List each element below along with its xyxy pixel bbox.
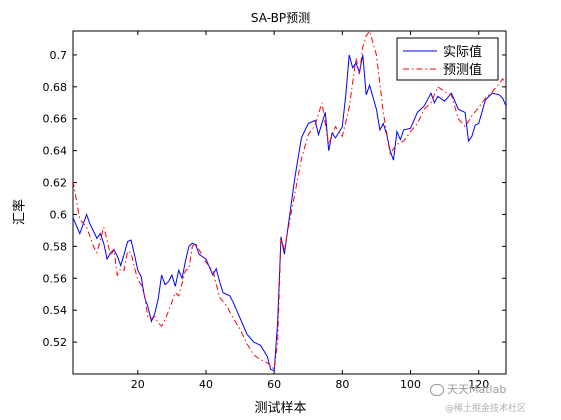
x-axis-label: 测试样本 [254,401,307,416]
x-tick-label: 20 [131,378,145,391]
x-tick-label: 80 [335,378,349,391]
watermark: 天天Matlab [430,381,506,397]
plot-area: 20 40 60 80 100 120 0.52 0.54 0.56 0.58 0.6 0.62 0.6… [43,30,507,391]
y-tick-label: 0.54 [43,304,68,317]
y-tick-label: 0.7 [50,49,68,62]
legend-label: 预测值 [443,62,482,78]
legend-label: 实际值 [443,44,482,60]
y-tick-label: 0.56 [43,272,68,285]
y-tick-label: 0.58 [43,240,68,253]
y-tick-label: 0.62 [43,177,68,190]
x-tick-label: 100 [400,378,421,391]
watermark-line2: @稀土掘金技术社区 [445,404,527,414]
y-tick-label: 0.66 [43,113,68,126]
chart-title: SA-BP预测 [250,11,311,25]
series-line-actual [73,54,506,372]
y-tick-label: 0.68 [43,81,68,94]
wechat-icon [430,384,444,396]
y-axis-label: 汇率 [12,198,28,226]
y-tick-label: 0.52 [43,336,68,349]
watermark-line1: 天天Matlab [447,383,507,396]
legend-box [396,37,499,81]
x-tick-label: 40 [199,378,213,391]
x-tick-label: 60 [267,378,281,391]
series-line-predicted [73,31,506,371]
y-tick-label: 0.6 [50,208,68,221]
x-tick-label: 120 [468,378,489,391]
plot-frame [72,30,507,375]
y-tick-label: 0.64 [43,145,68,158]
